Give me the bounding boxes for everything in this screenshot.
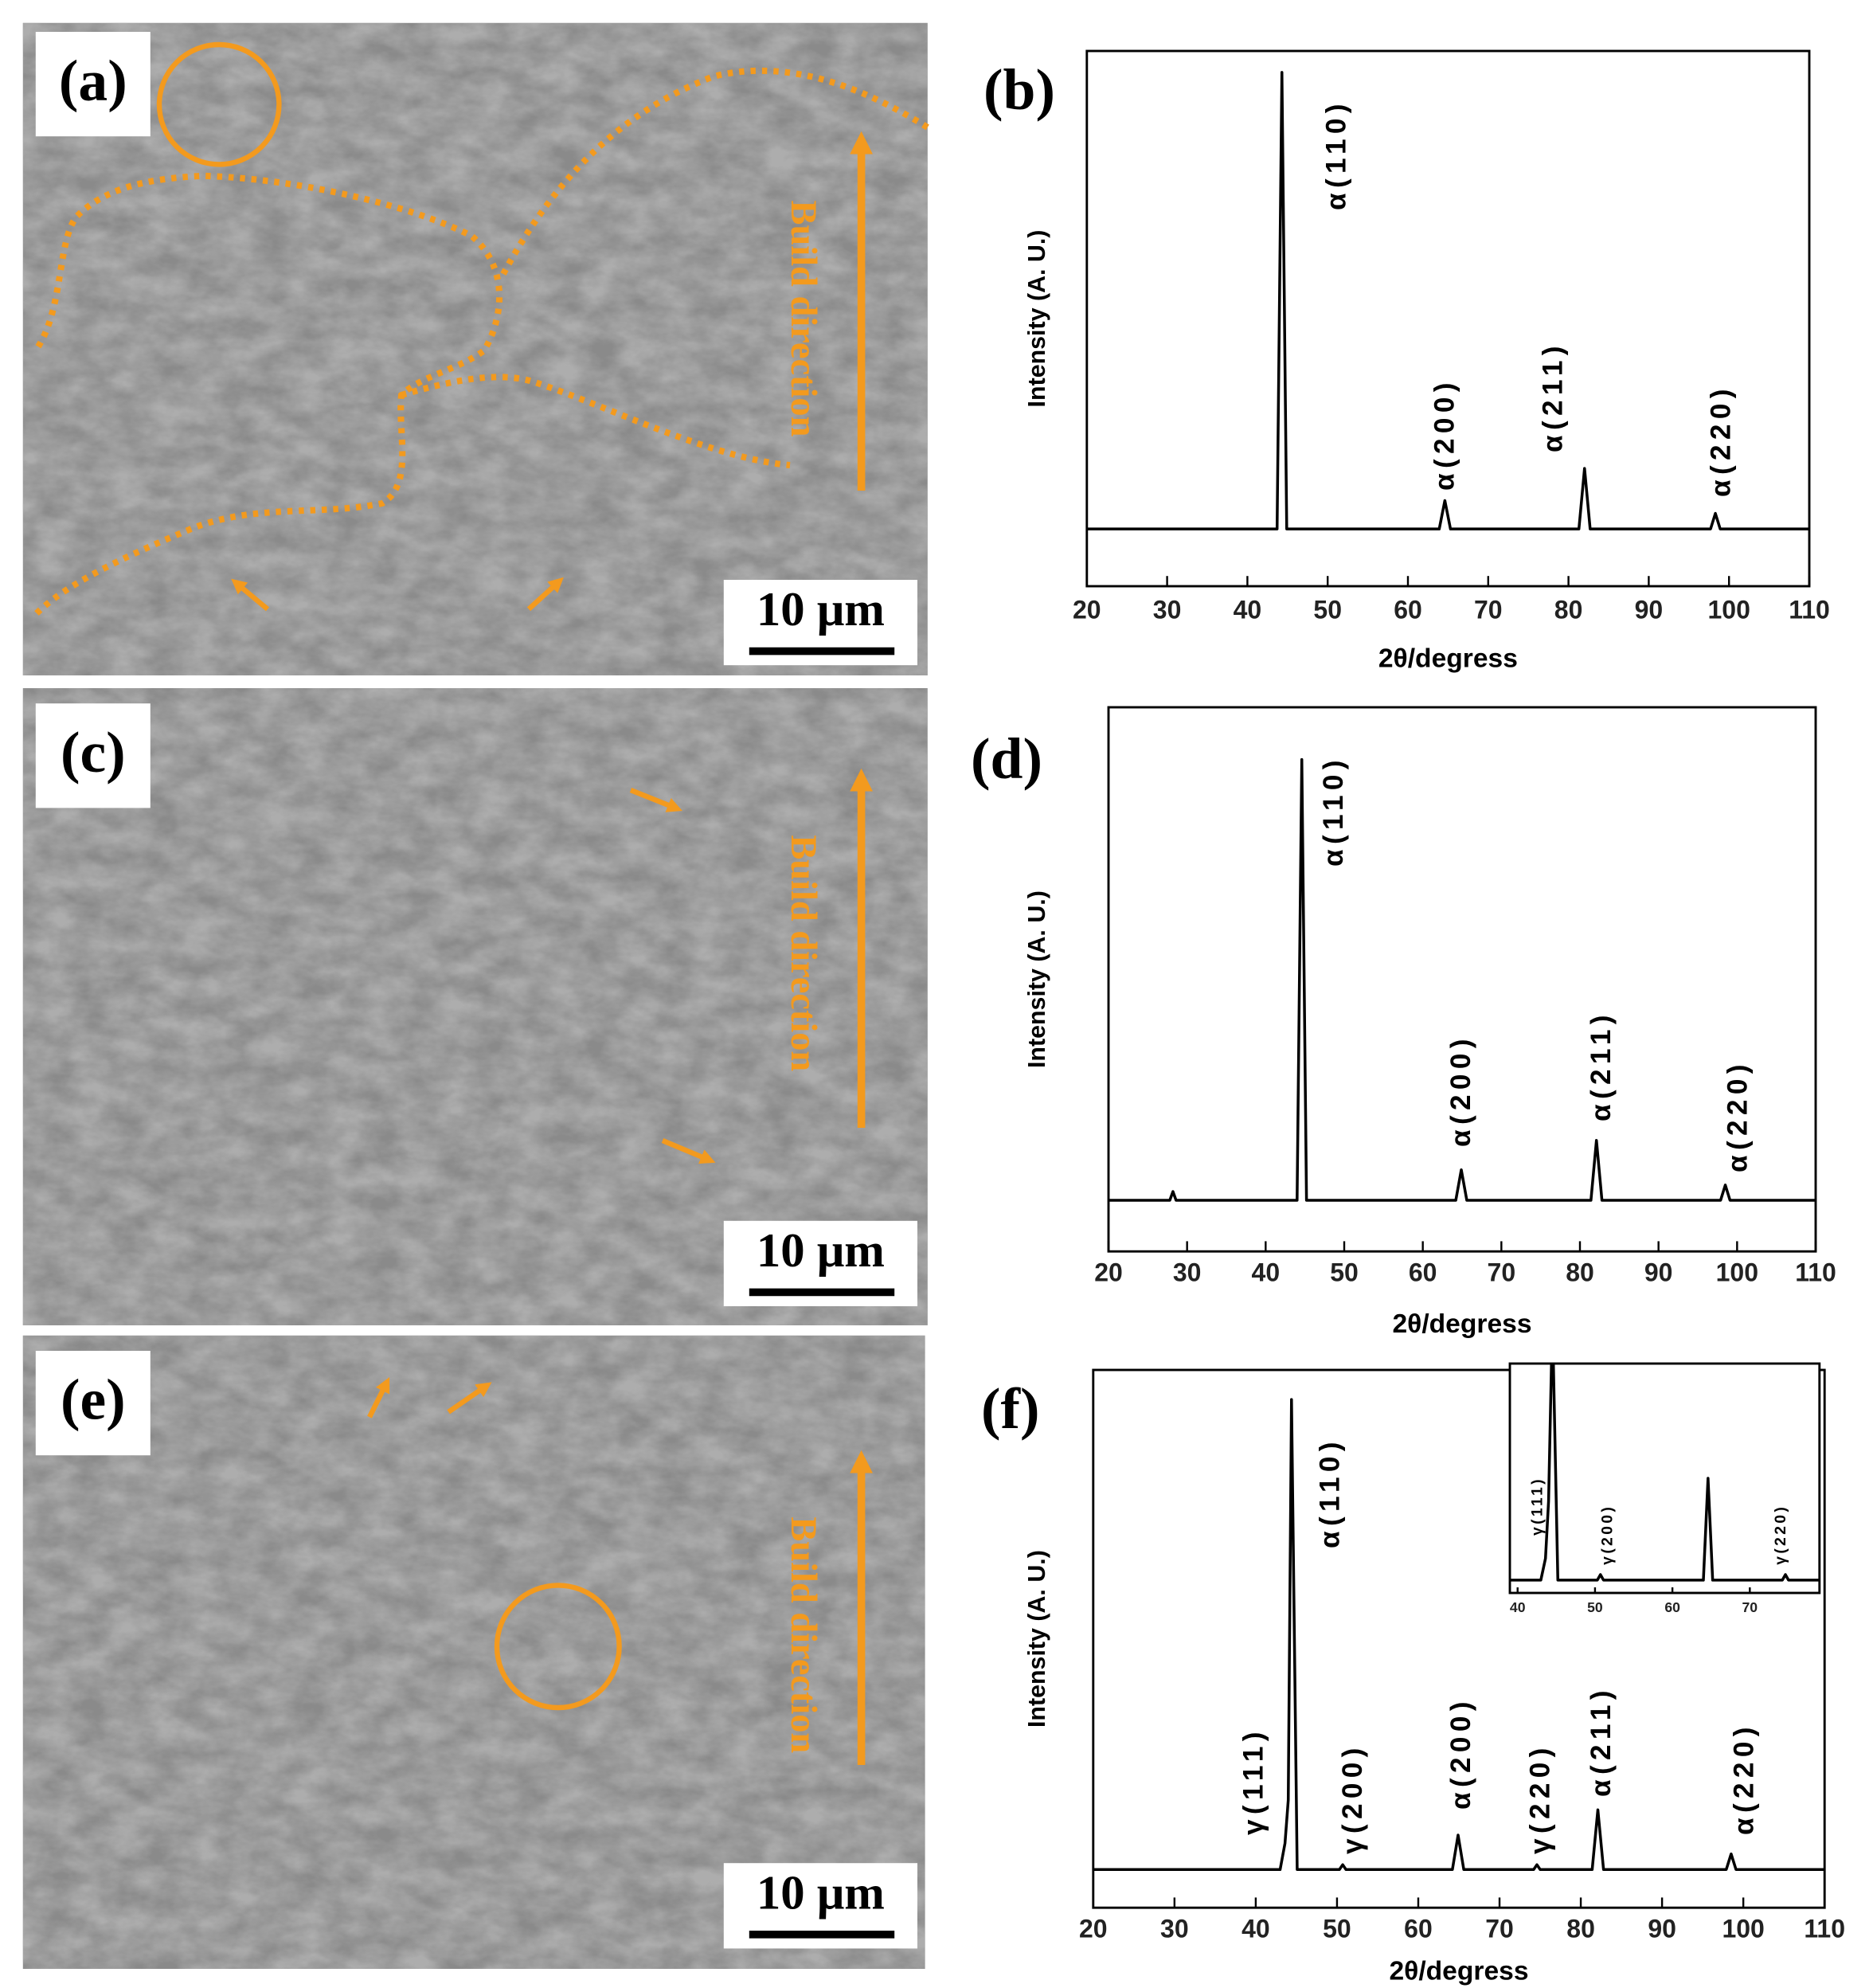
xrd-line — [1086, 71, 1809, 530]
x-tick-label: 50 — [1330, 1258, 1359, 1286]
chart-layer: (a) Build direction 10 μm (c) Build directio… — [35, 32, 1845, 1986]
x-tick-label: 100 — [1708, 595, 1750, 624]
scale-label: 10 μm — [757, 583, 885, 636]
peak-label: γ(220) — [1773, 1505, 1789, 1565]
peak-label: α(110) — [1314, 1437, 1345, 1548]
sem-images — [22, 22, 928, 1969]
peak-label: α(211) — [1586, 1010, 1617, 1121]
plot-frame — [1508, 1362, 1821, 1595]
y-axis-label: Intensity (A. U.) — [1023, 230, 1050, 408]
x-tick-label: 100 — [1722, 1914, 1764, 1943]
x-axis-label: 2θ/degress — [1389, 1957, 1528, 1986]
peak-label: γ(111) — [1238, 1727, 1269, 1835]
peak-label: γ(220) — [1524, 1743, 1555, 1854]
x-tick-label: 60 — [1409, 1258, 1437, 1286]
grain-boundary — [33, 172, 502, 617]
label-box — [35, 32, 151, 137]
panel-label: (d) — [971, 726, 1042, 791]
scale-label: 10 μm — [757, 1224, 885, 1278]
pointer-arrow — [526, 577, 564, 612]
x-tick-label: 30 — [1173, 1258, 1202, 1286]
sem-texture — [22, 22, 928, 676]
x-tick-label: 90 — [1635, 595, 1664, 624]
sem-texture — [22, 688, 928, 1325]
x-tick-label: 80 — [1554, 595, 1583, 624]
peak-label: γ(111) — [1529, 1477, 1546, 1536]
xrd-line — [1109, 757, 1816, 1202]
peak-label: α(211) — [1537, 341, 1568, 452]
scale-label: 10 μm — [757, 1866, 885, 1920]
x-tick-label: 100 — [1716, 1258, 1758, 1286]
peak-label: α(220) — [1705, 384, 1736, 497]
x-tick-label: 70 — [1742, 1599, 1758, 1615]
x-tick-label: 40 — [1252, 1258, 1281, 1286]
x-axis-label: 2θ/degress — [1392, 1309, 1531, 1339]
label-box — [35, 1351, 151, 1456]
peak-label: α(220) — [1722, 1059, 1753, 1172]
x-axis-label: 2θ/degress — [1378, 644, 1518, 674]
plot-frame — [1107, 706, 1817, 1253]
direction-label: Build direction — [783, 1516, 823, 1753]
x-tick-label: 40 — [1234, 595, 1262, 624]
x-tick-label: 20 — [1073, 595, 1101, 624]
y-axis-label: Intensity (A. U.) — [1023, 890, 1050, 1068]
x-tick-label: 110 — [1795, 1258, 1836, 1286]
x-tick-label: 110 — [1804, 1914, 1845, 1943]
x-tick-label: 60 — [1404, 1914, 1433, 1943]
x-tick-label: 40 — [1510, 1599, 1526, 1615]
panel-label: (b) — [983, 57, 1055, 122]
x-tick-label: 60 — [1394, 595, 1422, 624]
highlight-circle — [494, 1583, 622, 1711]
pointer-arrow — [231, 578, 270, 612]
peak-label: α(220) — [1728, 1722, 1759, 1835]
x-tick-label: 90 — [1644, 1258, 1673, 1286]
pointer-arrow — [661, 1138, 716, 1164]
plot-frame — [1085, 49, 1811, 588]
x-tick-label: 20 — [1079, 1914, 1108, 1943]
x-tick-label: 60 — [1664, 1599, 1680, 1615]
y-axis-label: Intensity (A. U.) — [1023, 1550, 1050, 1728]
highlight-circle — [156, 41, 282, 167]
x-tick-label: 50 — [1313, 595, 1342, 624]
peak-label: α(200) — [1429, 378, 1460, 491]
direction-label: Build direction — [783, 201, 823, 437]
x-tick-label: 70 — [1488, 1258, 1516, 1286]
pointer-arrow — [367, 1377, 390, 1419]
xrd-line — [1510, 1364, 1820, 1582]
peak-label: α(110) — [1318, 755, 1349, 867]
x-tick-label: 50 — [1587, 1599, 1603, 1615]
panel-label: (a) — [59, 48, 127, 113]
panel-label: (f) — [981, 1376, 1040, 1441]
x-tick-label: 80 — [1566, 1914, 1595, 1943]
x-tick-label: 110 — [1789, 595, 1830, 624]
peak-label: γ(200) — [1599, 1505, 1616, 1565]
x-tick-label: 70 — [1474, 595, 1503, 624]
x-tick-label: 30 — [1160, 1914, 1189, 1943]
peak-label: α(200) — [1445, 1034, 1476, 1147]
panel-label: (c) — [61, 719, 126, 785]
x-tick-label: 30 — [1153, 595, 1182, 624]
x-tick-label: 80 — [1566, 1258, 1594, 1286]
pointer-arrow — [447, 1382, 492, 1415]
peak-label: γ(200) — [1337, 1743, 1368, 1854]
panel-label: (e) — [61, 1367, 126, 1432]
overlays — [33, 41, 929, 1765]
direction-label: Build direction — [783, 835, 823, 1071]
x-tick-label: 90 — [1648, 1914, 1676, 1943]
peak-label: α(200) — [1445, 1696, 1476, 1810]
x-tick-label: 40 — [1241, 1914, 1270, 1943]
pointer-arrow — [629, 788, 682, 812]
peak-label: α(110) — [1320, 99, 1351, 210]
label-box — [35, 703, 151, 808]
x-tick-label: 70 — [1485, 1914, 1514, 1943]
x-tick-label: 20 — [1094, 1258, 1123, 1286]
grain-boundary — [400, 374, 791, 468]
x-tick-label: 50 — [1323, 1914, 1351, 1943]
peak-label: α(211) — [1586, 1685, 1617, 1797]
xrd-line — [1093, 1398, 1825, 1872]
